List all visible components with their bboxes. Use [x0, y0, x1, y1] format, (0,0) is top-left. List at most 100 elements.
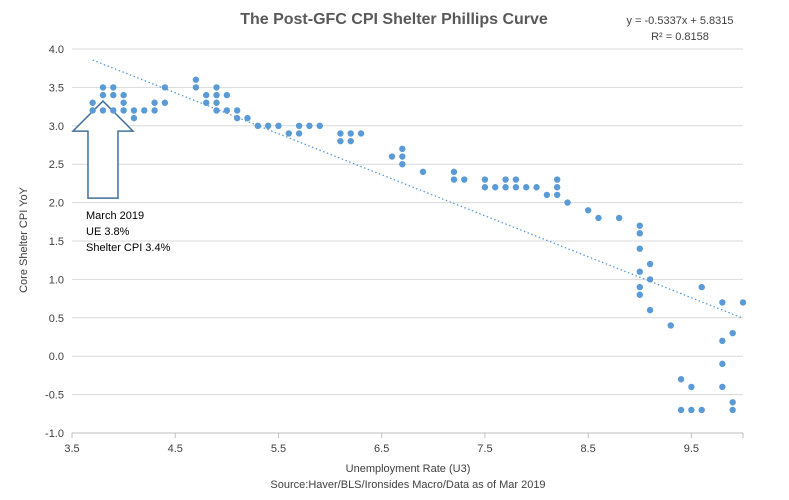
scatter-point — [110, 91, 117, 99]
scatter-point — [254, 122, 262, 129]
scatter-point — [161, 99, 169, 106]
scatter-point — [646, 276, 654, 283]
scatter-point — [729, 406, 736, 414]
scatter-point — [533, 184, 540, 191]
scatter-point — [677, 406, 685, 414]
scatter-point — [502, 184, 509, 191]
scatter-point — [233, 114, 241, 122]
scatter-point — [264, 122, 272, 129]
y-tick-label: 2.5 — [49, 159, 64, 171]
scatter-point — [719, 337, 726, 345]
x-tick-label: 3.5 — [64, 443, 79, 455]
scatter-point — [636, 222, 643, 229]
scatter-point — [89, 99, 96, 106]
scatter-point — [295, 130, 303, 137]
x-tick-label: 4.5 — [168, 443, 183, 455]
scatter-point — [636, 245, 643, 252]
scatter-point — [89, 107, 96, 114]
scatter-point — [553, 191, 561, 199]
scatter-point — [688, 383, 695, 391]
scatter-point — [450, 168, 458, 176]
annotation-arrow — [71, 100, 135, 199]
scatter-point — [130, 107, 138, 114]
scatter-point — [275, 122, 282, 129]
scatter-point — [719, 299, 726, 306]
scatter-point — [636, 291, 643, 298]
scatter-point — [615, 214, 623, 222]
scatter-point — [244, 114, 251, 122]
scatter-point — [110, 107, 117, 114]
scatter-point — [223, 107, 231, 114]
scatter-point — [223, 91, 231, 99]
scatter-point — [688, 406, 695, 414]
scatter-point — [337, 137, 344, 145]
scatter-point — [636, 283, 643, 291]
scatter-point — [316, 122, 323, 129]
scatter-point — [203, 99, 210, 106]
gridlines — [72, 48, 743, 434]
x-tick-label: 7.5 — [477, 443, 492, 455]
up-arrow-icon — [71, 100, 135, 199]
scatter-point — [584, 207, 592, 214]
scatter-point — [161, 84, 169, 91]
scatter-point — [719, 360, 726, 368]
annotation-line-3: Shelter CPI 3.4% — [86, 242, 171, 254]
scatter-point — [151, 99, 158, 106]
scatter-point — [553, 176, 561, 183]
scatter-point — [739, 299, 747, 306]
scatter-point — [151, 107, 158, 114]
scatter-point — [481, 184, 489, 191]
y-tick-label: 0.5 — [49, 313, 64, 325]
scatter-point — [492, 184, 499, 191]
y-tick-label: 3.0 — [49, 121, 64, 133]
scatter-point — [213, 99, 220, 106]
scatter-point — [719, 383, 726, 391]
scatter-point — [502, 176, 509, 183]
source-note: Source:Haver/BLS/Ironsides Macro/Data as… — [270, 479, 545, 491]
y-tick-label: 1.0 — [49, 274, 64, 286]
scatter-point — [553, 184, 561, 191]
axes: 4.03.53.02.52.01.51.00.50.0-0.5-1.03.5 4.… — [45, 44, 744, 455]
scatter-point — [729, 399, 736, 406]
y-tick-label: -1.0 — [45, 428, 64, 440]
annotation-line-1: March 2019 — [86, 210, 144, 222]
scatter-point — [646, 260, 654, 268]
scatter-point — [399, 161, 406, 168]
scatter-point — [399, 145, 406, 153]
scatter-point — [120, 91, 127, 99]
annotation-line-2: UE 3.8% — [86, 226, 130, 238]
scatter-point — [523, 184, 530, 191]
r-squared-label: R² = 0.8158 — [651, 31, 709, 43]
scatter-point — [110, 84, 117, 91]
scatter-point — [419, 168, 427, 176]
x-tick-label: 6.5 — [374, 443, 389, 455]
scatter-point — [729, 329, 736, 337]
scatter-point — [120, 99, 127, 106]
scatter-point — [595, 214, 602, 222]
scatter-point — [192, 76, 200, 83]
scatter-point — [388, 153, 396, 160]
scatter-point — [213, 84, 220, 91]
scatter-point — [636, 230, 643, 237]
scatter-point — [399, 153, 406, 160]
scatter-point — [481, 176, 489, 183]
scatter-point — [636, 268, 643, 275]
scatter-point — [543, 191, 551, 199]
scatter-point — [512, 176, 520, 183]
y-tick-label: 0.0 — [49, 351, 64, 363]
trendline — [92, 59, 744, 319]
y-tick-label: -0.5 — [45, 390, 64, 402]
scatter-point — [120, 107, 127, 114]
scatter-point — [233, 107, 241, 114]
scatter-point — [347, 137, 354, 145]
scatter-point — [285, 130, 292, 137]
trendline-equation: y = -0.5337x + 5.8315 — [626, 15, 733, 27]
scatter-point — [698, 283, 705, 291]
data-points — [89, 76, 747, 414]
scatter-point — [99, 91, 107, 99]
scatter-point — [337, 130, 344, 137]
scatter-point — [564, 199, 571, 206]
chart-title: The Post-GFC CPI Shelter Phillips Curve — [240, 11, 548, 28]
